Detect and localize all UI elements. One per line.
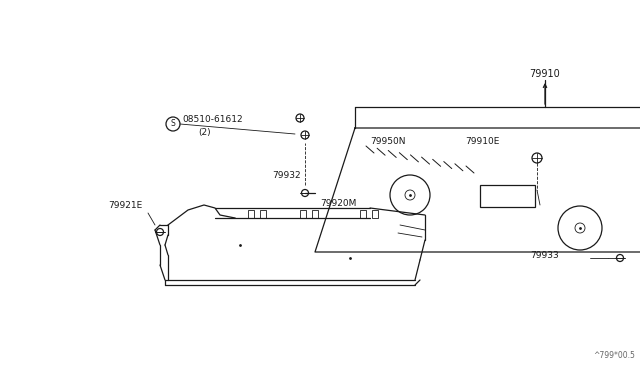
Bar (260, 210, 266, 218)
Bar (480, 185, 535, 207)
Text: 79950N: 79950N (370, 138, 406, 147)
Text: 79920M: 79920M (320, 199, 356, 208)
Text: 08510-61612: 08510-61612 (182, 115, 243, 125)
Text: 79910: 79910 (530, 69, 561, 79)
Bar (360, 210, 366, 218)
Text: 79921E: 79921E (108, 201, 142, 209)
Text: ^799*00.5: ^799*00.5 (593, 351, 635, 360)
Text: 79933: 79933 (530, 250, 559, 260)
Text: (2): (2) (198, 128, 211, 137)
Bar (372, 210, 378, 218)
Text: 79932: 79932 (272, 170, 301, 180)
Text: S: S (171, 119, 175, 128)
Bar (300, 210, 306, 218)
Text: 79910E: 79910E (465, 138, 499, 147)
Bar (312, 210, 318, 218)
Bar (248, 210, 254, 218)
